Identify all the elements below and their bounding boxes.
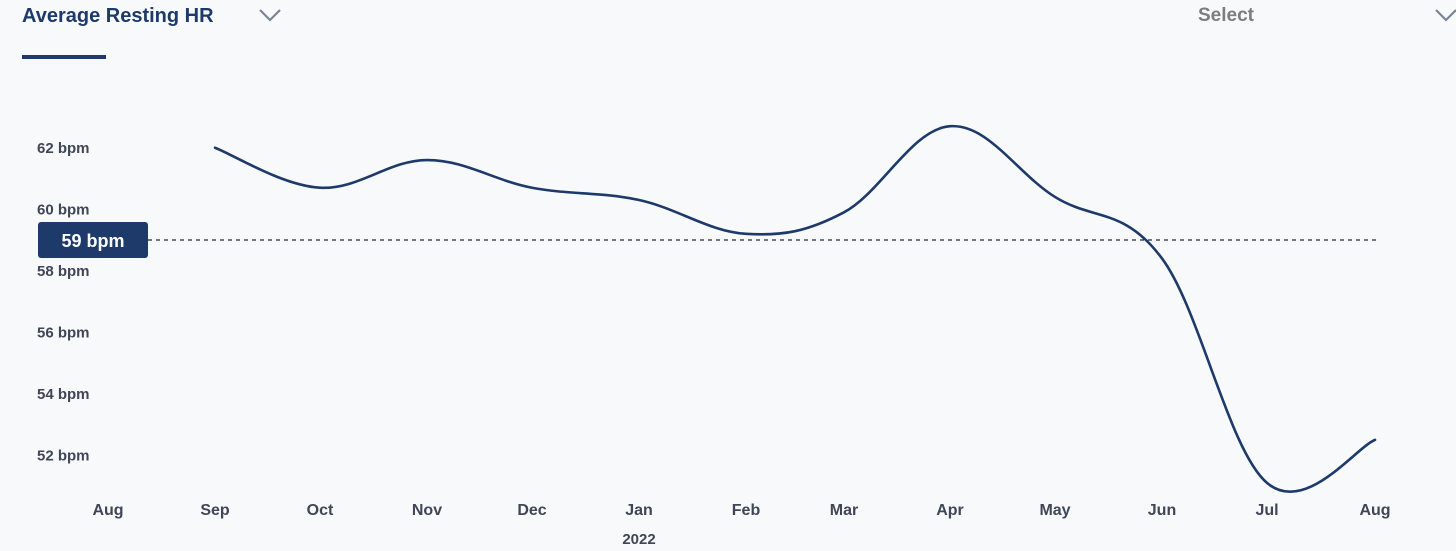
x-tick-label: Sep [200, 502, 230, 519]
x-tick-label: Feb [732, 502, 761, 519]
x-tick-label: Jun [1148, 502, 1176, 519]
y-tick-label: 58 bpm [37, 263, 90, 280]
x-tick-label: May [1039, 502, 1070, 519]
x-tick-label: Aug [92, 502, 123, 519]
x-tick-label: Dec [517, 502, 546, 519]
select-dropdown[interactable]: Select [1198, 0, 1254, 32]
x-tick-label: Mar [830, 502, 858, 519]
active-tab-underline [22, 55, 106, 59]
year-label: 2022 [622, 531, 655, 548]
y-tick-label: 52 bpm [37, 447, 90, 464]
y-tick-label: 56 bpm [37, 324, 90, 341]
x-tick-label: Oct [307, 502, 334, 519]
x-tick-label: Apr [936, 502, 964, 519]
x-tick-label: Jan [625, 502, 653, 519]
series-line [213, 124, 1377, 493]
x-tick-label: Nov [412, 502, 442, 519]
reference-badge-label: 59 bpm [61, 231, 124, 251]
metric-dropdown[interactable]: Average Resting HR [22, 0, 214, 32]
chevron-down-icon[interactable] [1434, 7, 1456, 23]
y-tick-label: 60 bpm [37, 201, 90, 218]
reference-badge [38, 222, 148, 258]
metric-title: Average Resting HR [22, 4, 214, 27]
chevron-down-icon[interactable] [258, 7, 282, 23]
x-tick-label: Jul [1255, 502, 1278, 519]
y-tick-label: 62 bpm [37, 140, 90, 157]
select-label: Select [1198, 5, 1254, 26]
y-tick-label: 54 bpm [37, 386, 90, 403]
x-tick-label: Aug [1359, 502, 1390, 519]
